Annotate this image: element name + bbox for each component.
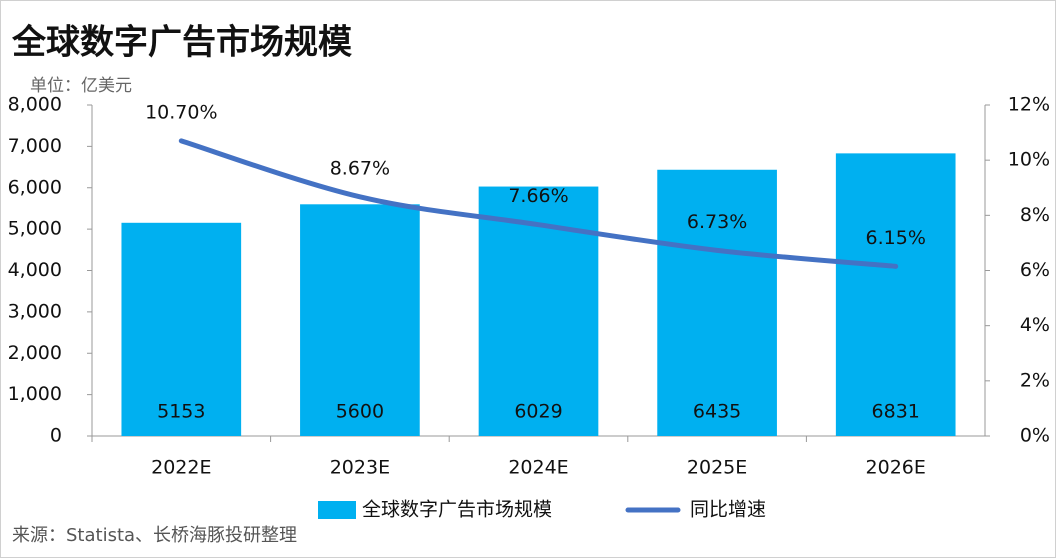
line-value-label: 7.66%: [508, 185, 568, 207]
bar: [121, 222, 242, 436]
unit-label: 单位：亿美元: [30, 76, 132, 96]
legend-label: 全球数字广告市场规模: [362, 499, 552, 521]
bar: [300, 204, 420, 436]
y2-tick-label: 2%: [1020, 369, 1050, 391]
bar-value-label: 5600: [336, 401, 384, 423]
y-tick-label: 7,000: [8, 135, 62, 157]
source-note: 来源：Statista、长桥海豚投研整理: [12, 525, 297, 546]
x-tick-label: 2022E: [151, 457, 211, 479]
y-tick-label: 8,000: [8, 94, 62, 116]
legend-swatch: [318, 501, 356, 519]
y2-tick-label: 12%: [1008, 94, 1050, 116]
y-tick-label: 3,000: [8, 300, 62, 322]
bar-value-label: 6029: [514, 401, 562, 423]
y-tick-label: 0: [50, 425, 62, 447]
x-tick-label: 2026E: [866, 457, 926, 479]
line: [178, 138, 899, 269]
line-value-label: 10.70%: [145, 101, 217, 123]
y2-tick-label: 10%: [1008, 149, 1050, 171]
y-tick-label: 6,000: [8, 176, 62, 198]
line-value-label: 6.15%: [866, 227, 926, 249]
bar: [478, 186, 599, 436]
line-value-label: 8.67%: [330, 157, 390, 179]
y-tick-label: 2,000: [8, 342, 62, 364]
y-tick-label: 5,000: [8, 218, 62, 240]
y-tick-label: 1,000: [8, 383, 62, 405]
x-tick-label: 2025E: [687, 457, 747, 479]
x-tick-label: 2023E: [330, 457, 390, 479]
bar: [835, 153, 956, 436]
y2-tick-label: 0%: [1020, 425, 1050, 447]
legend-label: 同比增速: [690, 499, 766, 521]
y2-tick-label: 6%: [1020, 259, 1050, 281]
bar: [657, 169, 777, 436]
bar-value-label: 6831: [872, 401, 920, 423]
chart-title: 全球数字广告市场规模: [11, 23, 352, 63]
bar-value-label: 5153: [157, 401, 205, 423]
y2-tick-label: 8%: [1020, 204, 1050, 226]
y-tick-label: 4,000: [8, 259, 62, 281]
line-value-label: 6.73%: [687, 211, 747, 233]
x-tick-label: 2024E: [508, 457, 568, 479]
bar-value-label: 6435: [693, 401, 741, 423]
y2-tick-label: 4%: [1020, 314, 1050, 336]
